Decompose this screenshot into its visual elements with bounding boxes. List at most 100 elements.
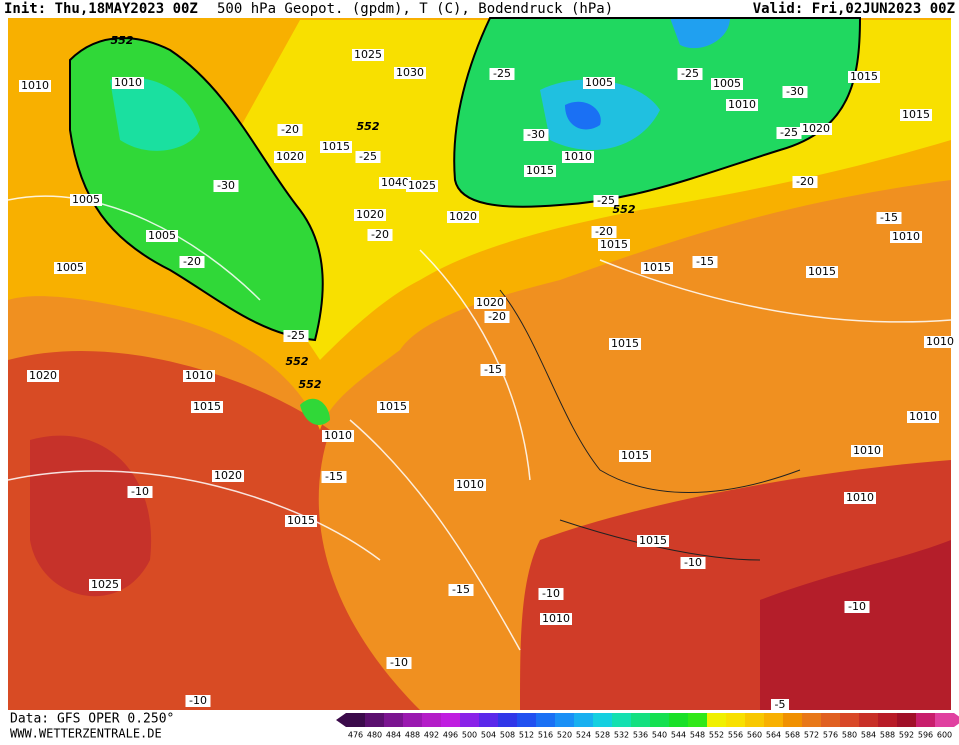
label-box xyxy=(540,613,572,625)
legend-swatch xyxy=(688,713,707,727)
legend-label: 596 xyxy=(918,731,933,740)
contour-label: 1010 xyxy=(564,150,592,163)
legend-swatch xyxy=(517,713,536,727)
label-box xyxy=(619,450,651,462)
legend-label: 528 xyxy=(595,731,610,740)
legend-label: 536 xyxy=(633,731,648,740)
contour-label: 1005 xyxy=(148,229,176,242)
label-box xyxy=(320,141,352,153)
contour-label: 1005 xyxy=(72,193,100,206)
contour-label: 1010 xyxy=(21,79,49,92)
legend-swatch xyxy=(346,713,365,727)
legend-label: 540 xyxy=(652,731,667,740)
data-source: Data: GFS OPER 0.250° xyxy=(10,712,174,727)
legend-swatch xyxy=(840,713,859,727)
contour-label: 1020 xyxy=(449,210,477,223)
label-box xyxy=(185,695,211,707)
label-box xyxy=(213,180,239,192)
contour-label: 1010 xyxy=(542,612,570,625)
label-box xyxy=(27,370,59,382)
legend-swatch xyxy=(631,713,650,727)
label-box xyxy=(454,479,486,491)
label-box xyxy=(89,579,121,591)
map-title: 500 hPa Geopot. (gpdm), T (C), Bodendruc… xyxy=(217,1,613,17)
contour-label: 1010 xyxy=(909,410,937,423)
legend-swatch xyxy=(365,713,384,727)
legend-swatch xyxy=(460,713,479,727)
legend-label: 560 xyxy=(747,731,762,740)
contour-label: -15 xyxy=(484,363,502,376)
legend-swatch xyxy=(669,713,688,727)
legend-swatch xyxy=(802,713,821,727)
contour-label: 1015 xyxy=(643,261,671,274)
legend-label: 592 xyxy=(899,731,914,740)
legend-swatch xyxy=(707,713,726,727)
label-box xyxy=(538,588,564,600)
label-box xyxy=(890,231,922,243)
label-box xyxy=(352,49,384,61)
label-box xyxy=(593,195,619,207)
legend-label: 520 xyxy=(557,731,572,740)
contour-label: -10 xyxy=(189,694,207,707)
contour-label: 1015 xyxy=(600,238,628,251)
label-box xyxy=(726,99,758,111)
label-box xyxy=(127,486,153,498)
valid-time: Valid: Fri,02JUN2023 00Z xyxy=(753,1,955,17)
legend-swatch xyxy=(479,713,498,727)
legend-label: 500 xyxy=(462,731,477,740)
contour-label: 1020 xyxy=(476,296,504,309)
legend-label: 576 xyxy=(823,731,838,740)
contour-label: -20 xyxy=(183,255,201,268)
label-box xyxy=(379,177,411,189)
contour-label: 1020 xyxy=(214,469,242,482)
legend-swatch xyxy=(821,713,840,727)
legend-label: 512 xyxy=(519,731,534,740)
legend-label: 544 xyxy=(671,731,686,740)
legend-swatch xyxy=(612,713,631,727)
legend-label: 552 xyxy=(709,731,724,740)
label-box xyxy=(191,401,223,413)
contour-label: 552 xyxy=(111,34,134,47)
legend-swatch xyxy=(745,713,764,727)
contour-label: -15 xyxy=(880,211,898,224)
label-box xyxy=(484,311,510,323)
contour-label: -25 xyxy=(681,67,699,80)
legend-label: 584 xyxy=(861,731,876,740)
legend-label: 548 xyxy=(690,731,705,740)
contour-label: 1025 xyxy=(408,179,436,192)
contour-label: -15 xyxy=(325,470,343,483)
label-box xyxy=(598,239,630,251)
legend-swatch xyxy=(878,713,897,727)
contour-label: 1030 xyxy=(396,66,424,79)
legend-label: 572 xyxy=(804,731,819,740)
contour-label: 1015 xyxy=(193,400,221,413)
label-box xyxy=(844,601,870,613)
legend-label: 568 xyxy=(785,731,800,740)
contour-label: 1025 xyxy=(91,578,119,591)
contour-label: -25 xyxy=(359,150,377,163)
label-box xyxy=(367,229,393,241)
legend-swatch xyxy=(593,713,612,727)
label-box xyxy=(848,71,880,83)
contour-label: -20 xyxy=(796,175,814,188)
contour-label: 1010 xyxy=(456,478,484,491)
contour-label: 1015 xyxy=(639,534,667,547)
legend-label: 580 xyxy=(842,731,857,740)
contour-label: 1015 xyxy=(287,514,315,527)
contour-label: 1015 xyxy=(611,337,639,350)
label-box xyxy=(354,209,386,221)
contour-label: -10 xyxy=(390,656,408,669)
label-box xyxy=(680,557,706,569)
label-box xyxy=(183,370,215,382)
label-box xyxy=(179,256,205,268)
legend-label: 496 xyxy=(443,731,458,740)
contour-label: -10 xyxy=(542,587,560,600)
contour-label: -20 xyxy=(371,228,389,241)
label-box xyxy=(447,211,479,223)
label-box xyxy=(641,262,673,274)
legend-arrow-left xyxy=(336,713,346,727)
label-box xyxy=(907,411,939,423)
label-box xyxy=(876,212,902,224)
legend-swatch xyxy=(498,713,517,727)
label-box xyxy=(19,80,51,92)
